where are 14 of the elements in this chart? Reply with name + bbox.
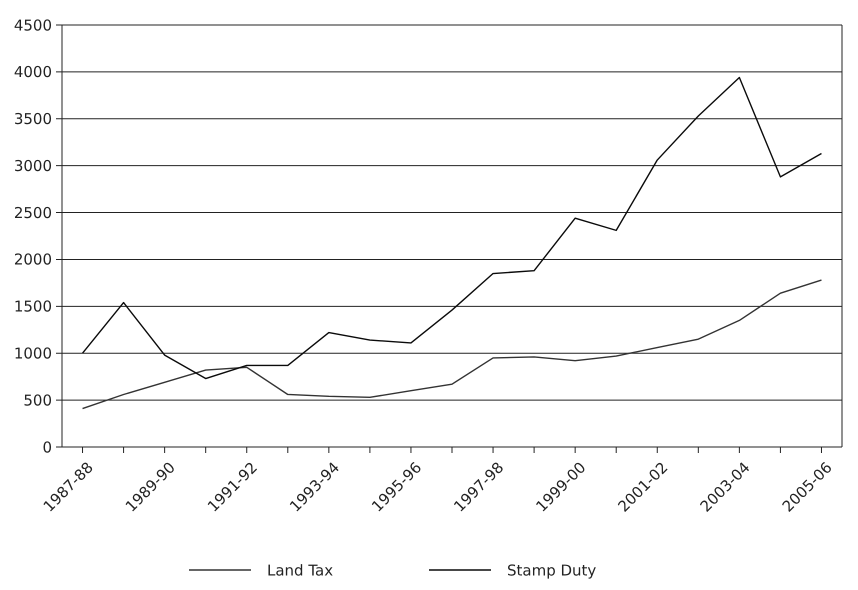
legend-label: Land Tax: [267, 561, 334, 580]
y-tick-label: 4500: [14, 16, 52, 34]
y-tick-label: 2000: [14, 250, 52, 269]
line-series: [82, 279, 822, 410]
y-tick-label: 4000: [14, 63, 52, 82]
y-tick-label: 3500: [14, 110, 52, 128]
y-tick-label: 3000: [14, 156, 52, 175]
y-tick-label: 0: [42, 438, 52, 456]
y-tick-label: 2500: [14, 204, 52, 222]
legend-label: Stamp Duty: [507, 561, 596, 580]
y-tick-label: 500: [23, 391, 52, 410]
y-tick-label: 1000: [14, 344, 52, 362]
line-series: [82, 76, 822, 380]
y-tick-label: 1500: [14, 298, 52, 316]
